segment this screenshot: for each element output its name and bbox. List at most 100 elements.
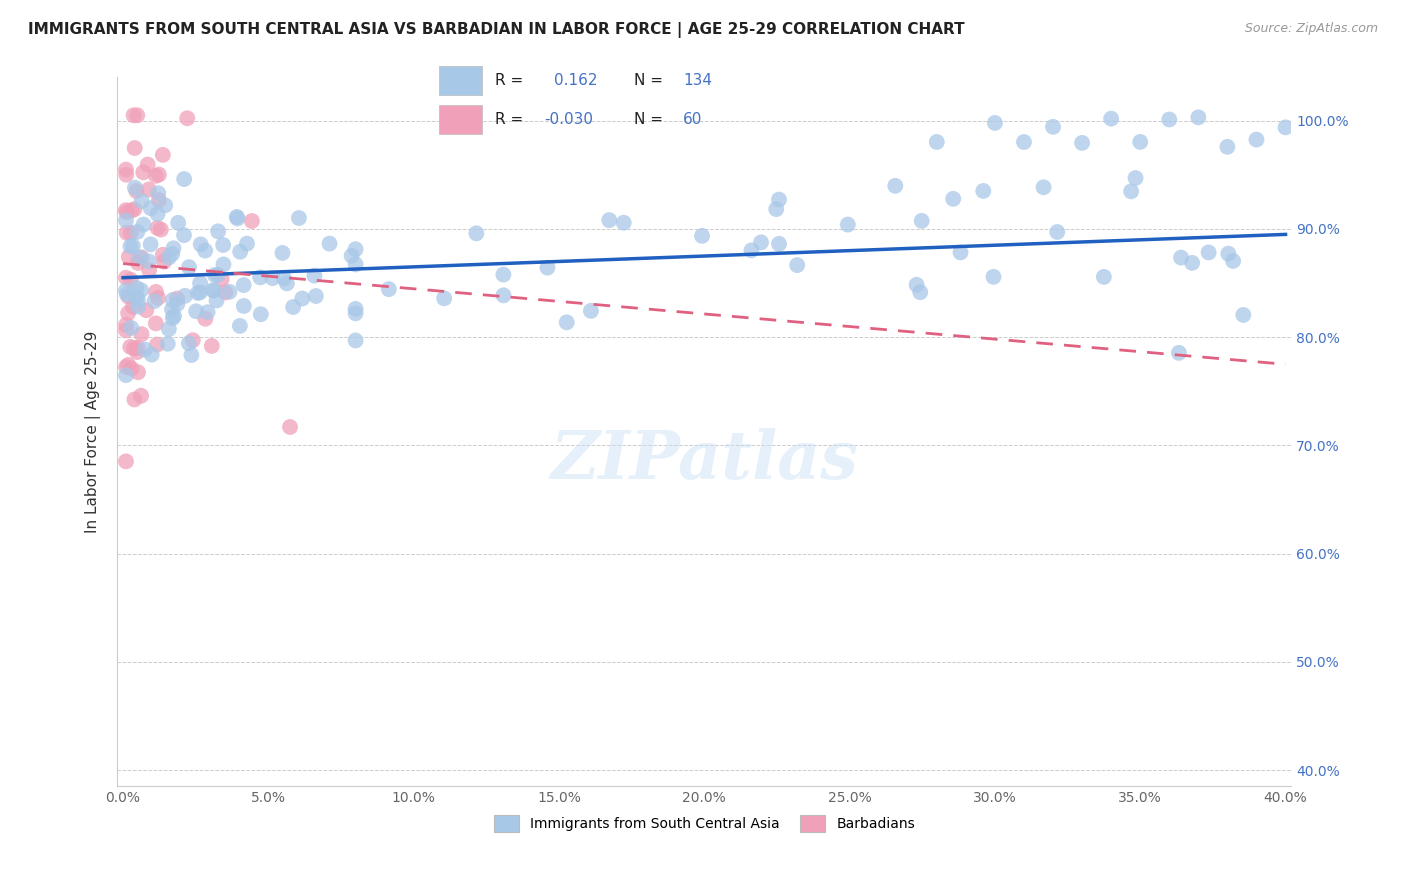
Point <box>181 333 204 347</box>
Point <box>1129 135 1152 149</box>
Point <box>132 218 155 232</box>
Point <box>156 336 179 351</box>
Legend: Immigrants from South Central Asia, Barbadians: Immigrants from South Central Asia, Barb… <box>482 805 927 843</box>
Point <box>344 306 367 320</box>
Point <box>304 268 326 283</box>
Point <box>536 260 558 275</box>
Point <box>115 162 138 177</box>
Point <box>118 250 141 264</box>
Point <box>136 157 159 171</box>
Point <box>1042 120 1064 134</box>
Point <box>115 287 138 301</box>
Text: 134: 134 <box>683 73 713 88</box>
Point <box>117 290 139 304</box>
Point <box>1274 120 1296 135</box>
Text: N =: N = <box>634 73 662 88</box>
Point <box>1012 135 1035 149</box>
Point <box>905 277 928 292</box>
Point <box>139 201 162 215</box>
Point <box>911 214 934 228</box>
Point <box>291 292 314 306</box>
Point <box>949 245 972 260</box>
Y-axis label: In Labor Force | Age 25-29: In Labor Force | Age 25-29 <box>86 331 101 533</box>
Point <box>143 294 166 309</box>
Point <box>173 172 195 186</box>
Point <box>229 244 252 259</box>
Point <box>232 278 254 293</box>
Point <box>122 341 145 355</box>
Point <box>127 365 149 379</box>
Point <box>1119 184 1142 198</box>
Text: 60: 60 <box>683 112 703 128</box>
Point <box>145 169 167 183</box>
Point <box>127 293 149 307</box>
Point <box>1198 245 1220 260</box>
Point <box>202 284 225 298</box>
Point <box>121 203 143 218</box>
Point <box>115 270 138 285</box>
Point <box>942 192 965 206</box>
Point <box>162 247 184 261</box>
Point <box>465 227 488 241</box>
Text: -0.030: -0.030 <box>544 112 593 128</box>
Point <box>884 178 907 193</box>
Text: R =: R = <box>495 112 523 128</box>
Point <box>177 260 200 274</box>
Point <box>153 254 176 268</box>
Point <box>1222 254 1244 268</box>
Point <box>378 282 401 296</box>
Point <box>837 218 859 232</box>
Point <box>141 348 163 362</box>
Point <box>121 239 143 253</box>
Point <box>1159 112 1181 127</box>
Point <box>138 254 160 268</box>
Text: IMMIGRANTS FROM SOUTH CENTRAL ASIA VS BARBADIAN IN LABOR FORCE | AGE 25-29 CORRE: IMMIGRANTS FROM SOUTH CENTRAL ASIA VS BA… <box>28 22 965 38</box>
Point <box>740 244 762 258</box>
Point <box>281 300 304 314</box>
Point <box>344 242 367 256</box>
Point <box>115 318 138 332</box>
Point <box>127 225 149 239</box>
Point <box>344 334 367 348</box>
Point <box>1218 246 1240 260</box>
Point <box>131 194 153 208</box>
Text: R =: R = <box>495 73 523 88</box>
Point <box>148 186 170 201</box>
Point <box>129 389 152 403</box>
Point <box>555 315 578 329</box>
Point <box>1216 140 1239 154</box>
Point <box>204 268 226 282</box>
Point <box>240 214 263 228</box>
Point <box>125 345 148 359</box>
Point <box>1246 133 1268 147</box>
Point <box>115 284 138 298</box>
Point <box>226 211 249 226</box>
Point <box>194 311 217 326</box>
Point <box>115 323 138 337</box>
Text: Source: ZipAtlas.com: Source: ZipAtlas.com <box>1244 22 1378 36</box>
Point <box>122 300 145 314</box>
Point <box>433 291 456 305</box>
Point <box>167 216 190 230</box>
Point <box>1092 269 1115 284</box>
Point <box>197 305 219 319</box>
Point <box>344 301 367 316</box>
Point <box>972 184 994 198</box>
Point <box>190 237 212 252</box>
Point <box>201 339 224 353</box>
Point <box>232 299 254 313</box>
Point <box>249 270 271 285</box>
Point <box>1099 112 1122 126</box>
Point <box>125 184 148 198</box>
Point <box>131 251 153 265</box>
Point <box>768 236 790 251</box>
Text: 0.162: 0.162 <box>554 73 598 88</box>
Point <box>492 268 515 282</box>
Point <box>149 222 172 236</box>
Point <box>138 263 160 277</box>
Point <box>207 268 229 282</box>
Point <box>148 168 170 182</box>
Point <box>157 251 180 265</box>
Text: N =: N = <box>634 112 662 128</box>
Point <box>148 193 170 207</box>
